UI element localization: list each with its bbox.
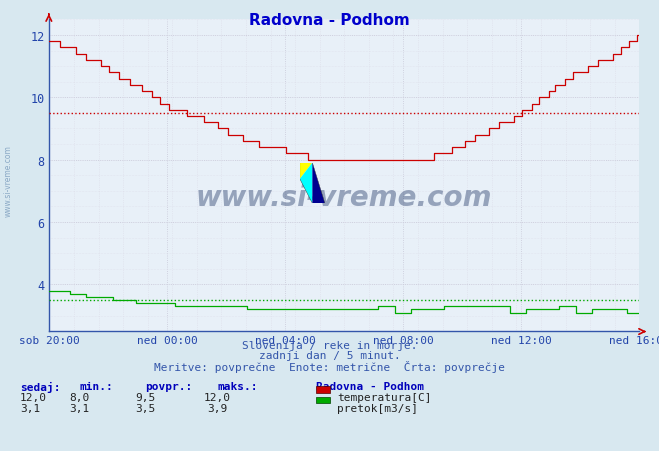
Text: Slovenija / reke in morje.: Slovenija / reke in morje.: [242, 341, 417, 350]
Text: povpr.:: povpr.:: [145, 381, 192, 391]
Text: www.si-vreme.com: www.si-vreme.com: [3, 144, 13, 216]
Text: 12,0: 12,0: [204, 392, 231, 402]
Text: www.si-vreme.com: www.si-vreme.com: [196, 184, 492, 212]
Text: 3,9: 3,9: [208, 403, 227, 413]
Polygon shape: [300, 163, 312, 204]
Polygon shape: [312, 163, 325, 204]
Text: Meritve: povprečne  Enote: metrične  Črta: povprečje: Meritve: povprečne Enote: metrične Črta:…: [154, 360, 505, 373]
Polygon shape: [300, 163, 312, 179]
Text: zadnji dan / 5 minut.: zadnji dan / 5 minut.: [258, 350, 401, 360]
Text: temperatura[C]: temperatura[C]: [337, 392, 432, 402]
Text: 3,1: 3,1: [20, 403, 40, 413]
Text: 3,5: 3,5: [135, 403, 155, 413]
Text: 8,0: 8,0: [69, 392, 89, 402]
Text: maks.:: maks.:: [217, 381, 258, 391]
Text: Radovna - Podhom: Radovna - Podhom: [249, 13, 410, 28]
Text: min.:: min.:: [79, 381, 113, 391]
Text: pretok[m3/s]: pretok[m3/s]: [337, 403, 418, 413]
Text: sedaj:: sedaj:: [20, 381, 60, 392]
Text: 9,5: 9,5: [135, 392, 155, 402]
Text: 3,1: 3,1: [69, 403, 89, 413]
Text: Radovna - Podhom: Radovna - Podhom: [316, 381, 424, 391]
Text: 12,0: 12,0: [20, 392, 47, 402]
